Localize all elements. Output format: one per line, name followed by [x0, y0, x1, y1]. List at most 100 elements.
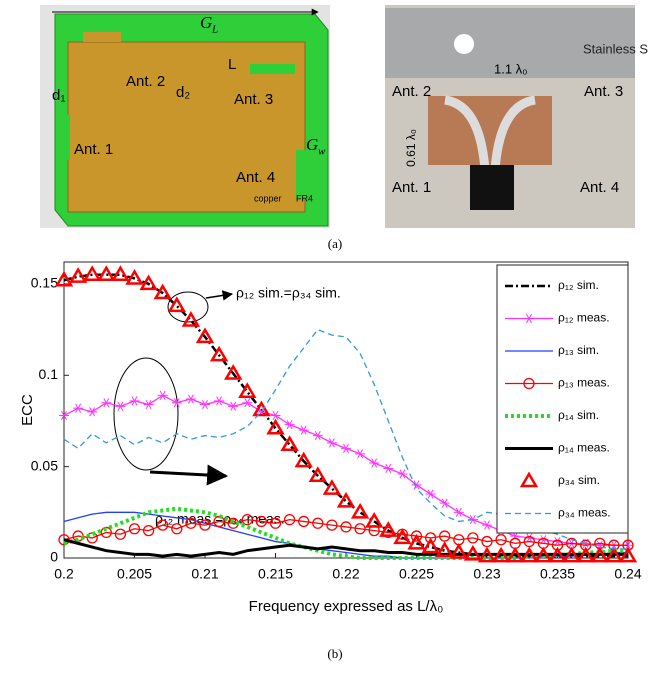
- coax-cables: [444, 95, 536, 171]
- x-axis-label: Frequency expressed as L/λ₀: [249, 598, 444, 615]
- marker-star: [369, 458, 380, 468]
- annotation-ellipse: [113, 357, 179, 471]
- marker-circle: [142, 524, 155, 537]
- marker-triangle: [111, 265, 130, 282]
- y-axis-label: ECC: [19, 394, 36, 426]
- marker-star: [397, 469, 408, 479]
- marker-circle: [171, 523, 183, 535]
- marker-triangle: [548, 546, 567, 563]
- marker-star: [411, 480, 422, 490]
- marker-star: [312, 430, 323, 441]
- marker-star: [214, 396, 225, 406]
- photo-ant4: Ant. 4: [580, 179, 619, 196]
- d2-label: d₂: [176, 84, 190, 101]
- marker-circle: [241, 513, 253, 526]
- marker-triangle: [266, 418, 285, 435]
- marker-star: [425, 489, 436, 499]
- marker-star: [453, 507, 464, 517]
- x-tick-label: 0.24: [614, 566, 641, 582]
- marker-star: [594, 540, 605, 550]
- legend-label: ρ₃₄ sim.: [558, 473, 600, 487]
- series-line: [63, 538, 628, 558]
- caption-b: (b): [327, 646, 342, 661]
- marker-star: [439, 498, 450, 508]
- marker-triangle: [435, 541, 454, 557]
- legend-label: ρ₁₃ sim.: [558, 343, 599, 357]
- legend-label: ρ₁₂ sim.: [558, 278, 599, 292]
- marker-circle: [269, 517, 282, 529]
- marker-circle: [128, 523, 141, 535]
- photo-width: 1.1 λ₀: [494, 61, 528, 76]
- marker-star: [284, 420, 295, 430]
- y-tick-label: 0.15: [31, 275, 58, 291]
- marker-triangle: [463, 544, 483, 561]
- marker-triangle: [407, 533, 426, 550]
- marker-circle: [326, 519, 338, 531]
- marker-star: [256, 407, 267, 417]
- marker-circle: [495, 534, 507, 546]
- x-tick-label: 0.225: [399, 566, 434, 582]
- marker-triangle: [576, 546, 595, 563]
- marker-triangle: [181, 310, 201, 327]
- marker-star: [129, 396, 140, 406]
- marker-triangle: [506, 546, 525, 563]
- antenna-1-slot: [60, 115, 70, 160]
- marker-circle: [523, 535, 535, 548]
- marker-triangle: [590, 546, 609, 563]
- marker-triangle: [209, 345, 229, 362]
- marker-star: [101, 398, 112, 408]
- marker-triangle: [379, 521, 398, 537]
- y-tick-label: 0: [50, 549, 58, 565]
- model-ant1: Ant. 1: [74, 141, 113, 158]
- marker-triangle: [365, 511, 384, 528]
- marker-triangle: [224, 363, 243, 380]
- photo-ant3: Ant. 3: [584, 83, 623, 100]
- marker-star: [298, 425, 309, 435]
- marker-star: [200, 399, 210, 410]
- gl-label-sub: L: [211, 24, 218, 36]
- marker-triangle: [97, 265, 116, 282]
- marker-triangle: [604, 546, 624, 563]
- marker-triangle: [449, 543, 468, 559]
- annotation-arrow: [205, 290, 234, 301]
- marker-circle: [410, 530, 423, 542]
- legend-marker: [524, 313, 534, 324]
- marker-triangle: [167, 296, 186, 313]
- marker-star: [157, 390, 168, 400]
- marker-star: [143, 399, 154, 410]
- marker-triangle: [125, 268, 144, 285]
- marker-star: [87, 407, 98, 417]
- marker-star: [383, 463, 394, 474]
- marker-star: [552, 536, 563, 547]
- ruler-hole: [454, 34, 474, 54]
- copper-label: copper: [254, 193, 282, 203]
- model-ant4: Ant. 4: [236, 169, 275, 186]
- ruler-text: Stainless S: [583, 41, 648, 56]
- model-ant3: Ant. 3: [234, 91, 273, 108]
- photo-ant1: Ant. 1: [392, 179, 431, 196]
- marker-triangle: [68, 267, 88, 283]
- marker-triangle: [294, 451, 313, 468]
- marker-circle: [255, 515, 268, 528]
- marker-triangle: [308, 466, 327, 483]
- legend-label: ρ₁₄ meas.: [558, 441, 610, 455]
- marker-triangle: [477, 546, 497, 563]
- marker-triangle: [520, 546, 539, 563]
- marker-star: [115, 401, 126, 411]
- marker-star: [326, 438, 337, 448]
- fr4-label: FR4: [296, 193, 313, 203]
- d1-label: d₁: [52, 87, 65, 104]
- marker-circle: [354, 523, 366, 535]
- marker-star: [510, 531, 521, 541]
- marker-star: [59, 410, 69, 421]
- marker-circle: [157, 519, 169, 531]
- marker-circle: [340, 521, 352, 533]
- marker-triangle: [252, 400, 271, 417]
- plot-area: 0.2 0.205 0.21 0.215 0.22 0.225 0.23 0.235 0.24 0…: [31, 265, 642, 582]
- marker-triangle: [350, 502, 370, 519]
- ruler: [385, 8, 635, 78]
- marker-circle: [481, 535, 493, 548]
- marker-triangle: [238, 382, 257, 398]
- antenna-4-slot: [296, 150, 306, 200]
